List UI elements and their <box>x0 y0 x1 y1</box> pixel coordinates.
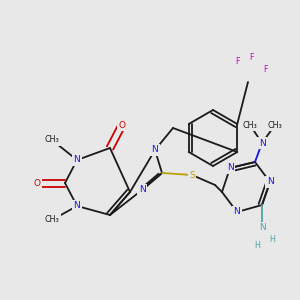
Text: N: N <box>259 139 266 148</box>
Text: CH₃: CH₃ <box>243 121 257 130</box>
Text: N: N <box>139 185 145 194</box>
Text: N: N <box>226 164 233 172</box>
Text: O: O <box>118 121 125 130</box>
Text: CH₃: CH₃ <box>268 121 282 130</box>
Text: CH₃: CH₃ <box>45 215 59 224</box>
Text: N: N <box>259 224 266 232</box>
Text: N: N <box>74 202 80 211</box>
Text: F: F <box>263 65 267 74</box>
Text: F: F <box>235 58 239 67</box>
Text: F: F <box>250 53 254 62</box>
Text: O: O <box>34 178 40 188</box>
Text: N: N <box>234 208 240 217</box>
Text: N: N <box>267 178 273 187</box>
Text: H: H <box>254 241 260 250</box>
Text: CH₃: CH₃ <box>45 136 59 145</box>
Text: S: S <box>189 170 195 179</box>
Text: N: N <box>74 155 80 164</box>
Text: H: H <box>269 236 275 244</box>
Text: N: N <box>152 146 158 154</box>
